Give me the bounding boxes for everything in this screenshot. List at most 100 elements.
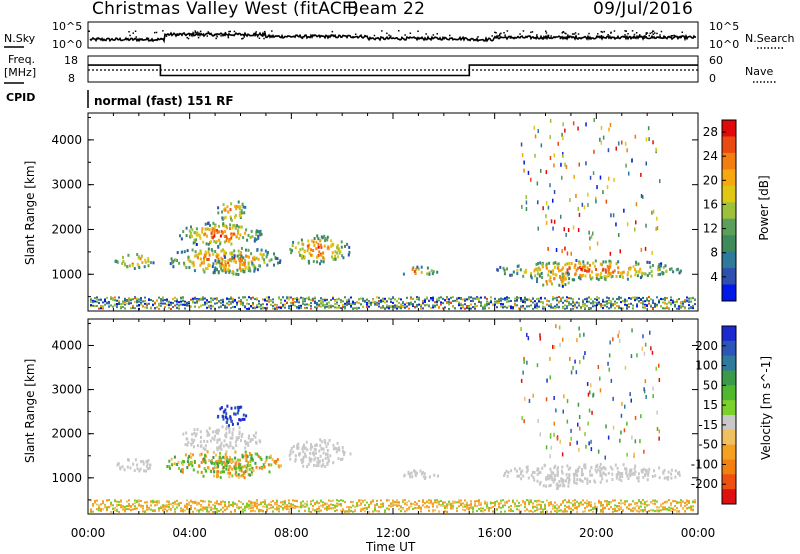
velocity-echo-pixel xyxy=(219,470,222,474)
velocity-sparse-pixel xyxy=(656,426,659,431)
velocity-ground-scatter-pixel xyxy=(124,505,126,508)
power-ground-scatter-pixel xyxy=(582,305,584,308)
power-ground-scatter-pixel xyxy=(524,307,526,310)
power-echo-pixel xyxy=(218,238,221,242)
power-echo-pixel xyxy=(213,271,216,275)
velocity-echo-pixel xyxy=(180,461,183,465)
power-ground-scatter-pixel xyxy=(322,304,324,307)
power-ground-scatter-pixel xyxy=(596,298,598,301)
velocity-ground-scatter-pixel xyxy=(332,506,334,509)
power-ground-scatter-pixel xyxy=(682,302,684,305)
power-echo-pixel xyxy=(263,261,266,265)
power-ground-scatter-pixel xyxy=(272,307,274,310)
power-echo-pixel xyxy=(232,271,235,274)
power-echo-pixel xyxy=(568,266,571,270)
power-echo-pixel xyxy=(209,223,211,227)
power-ground-scatter-pixel xyxy=(98,302,100,305)
nsearch-label: N.Search xyxy=(745,32,795,45)
power-echo-pixel xyxy=(597,278,600,282)
nsearch-dot xyxy=(388,34,390,36)
power-ground-scatter-pixel xyxy=(278,306,280,309)
power-ground-scatter-pixel xyxy=(458,304,460,307)
velocity-echo-pixel xyxy=(302,455,305,459)
power-ground-scatter-pixel xyxy=(122,306,124,308)
power-ground-scatter-pixel xyxy=(318,304,320,307)
power-echo-pixel xyxy=(430,269,433,273)
power-ground-scatter-pixel xyxy=(276,307,278,310)
velocity-echo-pixel xyxy=(233,466,236,470)
velocity-echo-pixel xyxy=(326,455,329,459)
power-ground-scatter-pixel xyxy=(690,300,692,303)
velocity-ground-scatter-pixel xyxy=(682,507,684,510)
power-ground-scatter-pixel xyxy=(348,298,350,301)
velocity-sparse-pixel xyxy=(539,333,541,338)
power-ground-scatter-pixel xyxy=(96,298,98,301)
velocity-ground-scatter-pixel xyxy=(658,509,660,512)
velocity-ground-scatter-pixel xyxy=(138,504,140,507)
velocity-ground-scatter-pixel xyxy=(172,506,174,509)
velocity-sparse-pixel xyxy=(583,332,585,337)
power-ground-scatter-pixel xyxy=(314,296,316,299)
velocity-ground-scatter-pixel xyxy=(512,501,514,504)
power-echo-pixel xyxy=(619,274,621,278)
velocity-ground-scatter-pixel xyxy=(280,505,282,508)
power-echo-pixel xyxy=(131,263,134,267)
velocity-ground-scatter-pixel xyxy=(298,510,300,513)
power-ground-scatter-pixel xyxy=(132,304,134,307)
power-echo-pixel xyxy=(599,262,602,266)
power-sparse-pixel xyxy=(596,241,599,246)
power-ground-scatter-pixel xyxy=(564,299,566,302)
velocity-echo-pixel xyxy=(314,448,317,452)
power-echo-pixel xyxy=(552,269,555,273)
power-echo-pixel xyxy=(310,253,312,257)
velocity-echo-pixel xyxy=(254,461,257,465)
nsearch-dot xyxy=(559,37,562,40)
power-echo-pixel xyxy=(170,257,173,261)
velocity-echo-pixel xyxy=(243,464,246,468)
power-echo-pixel xyxy=(626,277,629,281)
velocity-ground-scatter-pixel xyxy=(310,503,312,506)
power-ground-scatter-pixel xyxy=(120,305,122,308)
power-ground-scatter-pixel xyxy=(294,304,296,307)
velocity-echo-pixel xyxy=(238,426,241,430)
velocity-echo-pixel xyxy=(599,469,602,473)
velocity-echo-pixel xyxy=(190,443,193,447)
velocity-ground-scatter-pixel xyxy=(362,499,364,502)
velocity-echo-pixel xyxy=(231,474,234,478)
power-echo-pixel xyxy=(307,259,310,263)
velocity-ground-scatter-pixel xyxy=(352,504,354,507)
power-echo-pixel xyxy=(322,260,325,264)
velocity-echo-pixel xyxy=(541,466,544,470)
velocity-echo-pixel xyxy=(547,474,550,478)
power-ground-scatter-pixel xyxy=(346,299,348,301)
power-ground-scatter-pixel xyxy=(206,302,208,304)
power-ground-scatter-pixel xyxy=(342,300,344,303)
power-echo-pixel xyxy=(255,230,258,234)
velocity-echo-pixel xyxy=(139,467,142,471)
velocity-ground-scatter-pixel xyxy=(642,499,644,501)
power-ground-scatter-pixel xyxy=(166,303,168,306)
velocity-ground-scatter-pixel xyxy=(582,503,584,506)
velocity-ground-scatter-pixel xyxy=(434,509,436,512)
velocity-ground-scatter-pixel xyxy=(106,499,108,502)
power-echo-pixel xyxy=(273,252,275,256)
velocity-echo-pixel xyxy=(599,480,602,484)
velocity-echo-pixel xyxy=(261,467,264,471)
power-ground-scatter-pixel xyxy=(320,299,322,302)
power-ground-scatter-pixel xyxy=(360,303,362,306)
velocity-ground-scatter-pixel xyxy=(666,508,668,511)
velocity-ground-scatter-pixel xyxy=(174,502,176,505)
power-sparse-pixel xyxy=(537,200,539,205)
power-ground-scatter-pixel xyxy=(542,305,544,308)
power-echo-pixel xyxy=(297,241,300,245)
velocity-ground-scatter-pixel xyxy=(136,501,138,503)
nsearch-dot xyxy=(562,31,564,33)
power-ground-scatter-pixel xyxy=(540,296,542,299)
velocity-echo-pixel xyxy=(244,446,247,450)
power-ground-scatter-pixel xyxy=(464,298,466,301)
velocity-ground-scatter-pixel xyxy=(362,501,364,504)
power-ground-scatter-pixel xyxy=(384,308,386,310)
velocity-ground-scatter-pixel xyxy=(464,509,466,512)
nsearch-dot xyxy=(495,32,497,34)
velocity-ground-scatter-pixel xyxy=(516,499,518,502)
